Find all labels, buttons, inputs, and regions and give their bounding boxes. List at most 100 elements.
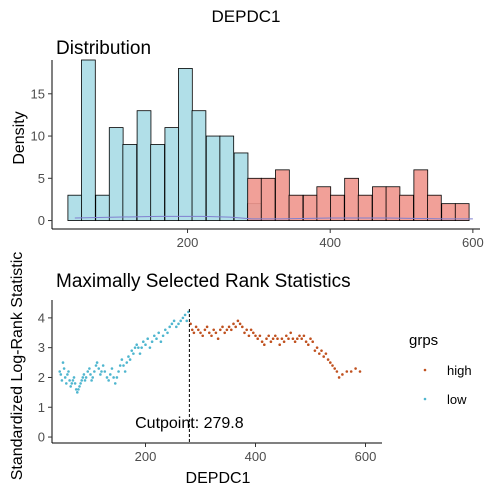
rank-stat-point-high xyxy=(326,358,330,361)
rank-stat-point-high xyxy=(280,337,284,341)
rank-stat-point-low xyxy=(81,376,85,379)
rank-stat-point-low xyxy=(79,382,82,385)
legend: grps high low xyxy=(409,332,472,407)
rank-stat-point-low xyxy=(148,346,152,349)
rank-stat-point-high xyxy=(358,370,362,373)
histogram-bar-high xyxy=(247,177,262,221)
rank-stat-title: Maximally Selected Rank Statistics xyxy=(56,271,351,292)
rank-stat-point-low xyxy=(93,370,96,373)
rank-stat-point-low xyxy=(69,385,72,388)
rank-stat-point-high xyxy=(208,331,211,335)
rank-stat-point-high xyxy=(313,349,317,352)
rank-stat-point-high xyxy=(197,328,200,332)
rank-stat-point-low xyxy=(67,370,70,373)
rank-stat-point-low xyxy=(179,319,182,323)
rank-stat-point-high xyxy=(287,337,290,341)
rank-stat-point-high xyxy=(298,334,301,338)
rank-stat-point-high xyxy=(232,322,235,326)
rank-stat-point-high xyxy=(315,346,319,349)
rank-stat-point-low xyxy=(133,346,137,349)
rank-stat-point-high xyxy=(210,334,213,338)
histogram-bar-high xyxy=(316,186,332,221)
rank-stat-point-high xyxy=(302,334,306,338)
rank-stat-point-low xyxy=(142,340,145,344)
legend-label-high: high xyxy=(447,363,472,378)
rank-stat-point-low xyxy=(70,382,74,385)
histogram-bar-high xyxy=(399,194,414,221)
legend-label-low: low xyxy=(447,392,467,407)
rank-stat-point-low xyxy=(150,340,154,344)
histogram-bar-high xyxy=(275,169,290,221)
rank-stat-point-low xyxy=(101,364,105,367)
rank-stat-point-low xyxy=(73,382,77,385)
rank-stat-point-low xyxy=(183,313,187,317)
rank-stat-y-axis-title: Standardized Log-Rank Statistic xyxy=(9,252,26,481)
rank-stat-point-low xyxy=(107,379,110,382)
rank-stat-point-high xyxy=(258,334,262,338)
rank-stat-point-high xyxy=(354,367,357,370)
rank-stat-point-low xyxy=(78,385,81,388)
rank-stat-point-high xyxy=(260,340,264,344)
rank-stat-point-high xyxy=(225,328,229,332)
rank-stat-point-high xyxy=(304,340,308,344)
rank-stat-point-high xyxy=(199,331,202,335)
rank-stat-point-high xyxy=(265,337,268,341)
histogram-bar-low xyxy=(81,59,96,221)
rank-stat-point-high xyxy=(243,331,246,335)
rank-stat-point-high xyxy=(289,331,293,335)
rank-stat-point-high xyxy=(230,328,233,332)
rank-stat-point-high xyxy=(216,337,220,341)
rank-stat-point-low xyxy=(83,379,87,382)
rank-stat-point-low xyxy=(65,382,68,385)
rank-stat-point-high xyxy=(282,340,286,344)
rank-stat-point-low xyxy=(88,367,91,370)
histogram-bar-low xyxy=(150,144,165,221)
rank-stat-point-low xyxy=(177,322,180,326)
rank-stat-point-low xyxy=(120,358,124,361)
rank-stat-point-low xyxy=(113,382,117,385)
rank-stat-point-high xyxy=(320,349,323,352)
rank-stat-point-low xyxy=(112,376,115,379)
rank-stat-point-low xyxy=(90,379,93,382)
rank-stat-point-low xyxy=(77,388,80,391)
rank-stat-point-high xyxy=(221,325,224,329)
rank-stat-point-high xyxy=(337,376,341,379)
rank-stat-point-low xyxy=(109,373,112,376)
histogram-y-tick-label: 5 xyxy=(38,171,45,186)
histogram-bar-low xyxy=(219,135,235,221)
rank-stat-point-low xyxy=(105,376,109,379)
rank-stat-x-tick-label: 200 xyxy=(135,449,157,464)
rank-stat-point-low xyxy=(59,373,63,376)
rank-stat-point-low xyxy=(137,346,140,349)
rank-stat-point-high xyxy=(345,370,349,373)
rank-stat-point-low xyxy=(155,337,158,341)
rank-stat-point-high xyxy=(267,334,271,338)
rank-stat-point-high xyxy=(247,334,251,338)
rank-stat-point-high xyxy=(203,328,207,332)
histogram-y-axis-title: Density xyxy=(11,111,28,164)
rank-stat-point-low xyxy=(97,367,101,370)
rank-stat-point-high xyxy=(214,331,218,335)
rank-stat-point-high xyxy=(189,322,192,326)
rank-stat-point-low xyxy=(62,367,66,370)
rank-stat-point-low xyxy=(159,340,163,344)
rank-stat-point-high xyxy=(190,328,194,332)
legend-key-high xyxy=(423,368,427,372)
rank-stat-point-low xyxy=(115,376,119,379)
rank-stat-point-high xyxy=(333,367,337,370)
rank-stat-point-low xyxy=(72,376,76,379)
rank-stat-point-high xyxy=(331,364,334,367)
rank-stat-point-high xyxy=(256,337,260,341)
histogram-bar-high xyxy=(288,194,304,221)
rank-stat-point-high xyxy=(205,325,209,329)
rank-stat-point-low xyxy=(130,349,134,352)
rank-stat-point-low xyxy=(127,355,130,358)
figure-title: DEPDC1 xyxy=(212,7,281,26)
rank-stat-point-high xyxy=(309,337,312,341)
rank-stat-point-low xyxy=(140,346,143,349)
rank-stat-point-high xyxy=(335,370,339,373)
rank-stat-point-high xyxy=(192,331,196,335)
histogram-y-tick-label: 15 xyxy=(31,86,45,101)
rank-stat-point-low xyxy=(122,364,125,367)
